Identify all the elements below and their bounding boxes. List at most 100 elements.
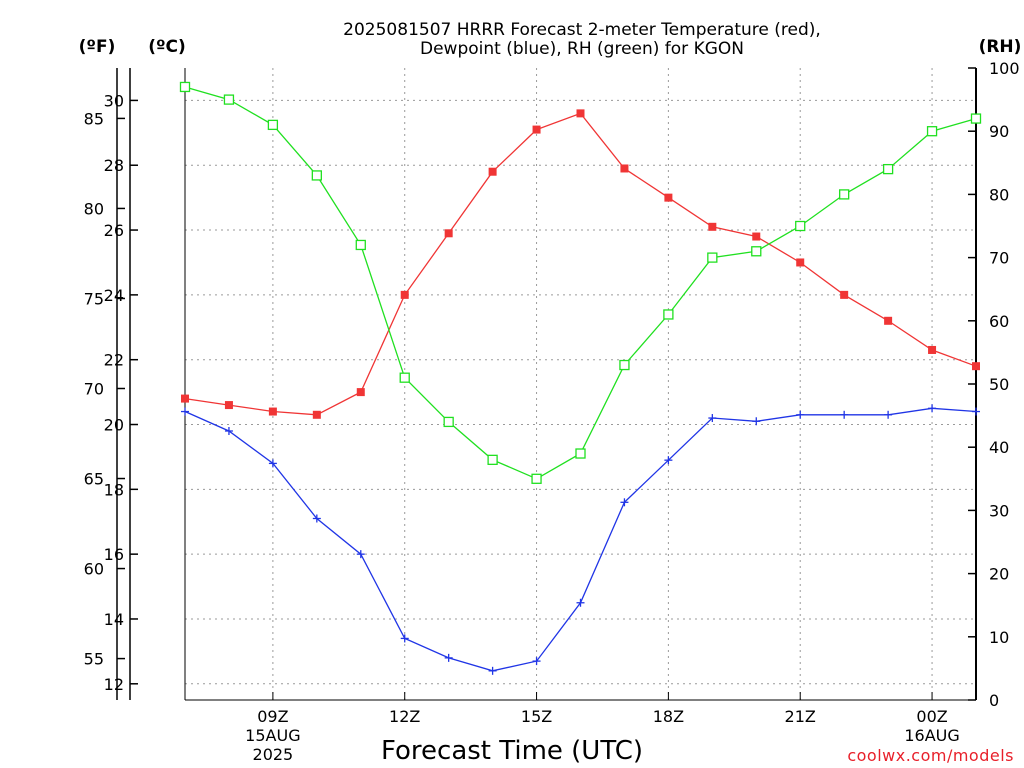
dewpoint-marker: [181, 407, 189, 416]
rh-marker: [707, 252, 718, 263]
temperature-marker: [312, 410, 321, 419]
temperature-marker: [796, 258, 805, 267]
celsius-unit-label: (ºC): [148, 37, 186, 57]
dewpoint-marker: [532, 657, 541, 666]
celsius-tick-label: 14: [104, 610, 124, 629]
x-tick-label: 00Z: [916, 707, 947, 726]
temperature-marker: [444, 229, 453, 238]
temperature-marker: [181, 394, 189, 403]
rh-marker: [355, 239, 366, 251]
dewpoint-marker: [444, 653, 453, 662]
rh-marker: [575, 448, 586, 459]
x-tick-date-label: 15AUG: [245, 726, 300, 745]
rh-marker: [223, 94, 235, 105]
rh-marker: [443, 416, 454, 428]
fahrenheit-tick-label: 70: [84, 380, 104, 399]
rh-marker: [531, 473, 542, 484]
temperature-marker: [488, 167, 497, 176]
x-tick-label: 12Z: [389, 707, 420, 726]
x-tick-year-label: 2025: [253, 745, 294, 764]
x-tick-label: 15Z: [521, 707, 552, 726]
rh-tick-label: 20: [989, 565, 1009, 584]
rh-marker: [487, 454, 498, 465]
rh-tick-label: 60: [989, 312, 1009, 331]
dewpoint-marker: [576, 598, 585, 607]
rh-tick-label: 40: [989, 438, 1009, 457]
data-series: [179, 81, 982, 675]
chart-title-line1: 2025081507 HRRR Forecast 2-meter Tempera…: [343, 20, 821, 40]
temperature-marker: [576, 109, 585, 118]
fahrenheit-tick-label: 55: [84, 650, 104, 669]
dewpoint-marker: [840, 410, 849, 419]
fahrenheit-tick-label: 85: [84, 109, 104, 128]
rh-marker: [267, 119, 279, 131]
x-tick-date-label: 16AUG: [904, 726, 959, 745]
dewpoint-marker: [884, 410, 893, 419]
celsius-tick-label: 20: [104, 416, 124, 435]
temperature-marker: [884, 316, 893, 325]
x-tick-label: 18Z: [653, 707, 684, 726]
dewpoint-series-line: [184, 407, 977, 672]
rh-marker: [795, 220, 806, 232]
celsius-tick-label: 26: [104, 221, 124, 240]
temperature-series-line: [184, 112, 977, 416]
dewpoint-marker: [400, 634, 409, 643]
dewpoint-marker: [664, 456, 673, 465]
rh-tick-label: 10: [989, 628, 1009, 647]
rh-marker: [663, 309, 674, 320]
fahrenheit-unit-label: (ºF): [79, 37, 116, 57]
dewpoint-marker: [796, 410, 805, 419]
dewpoint-marker: [268, 459, 277, 468]
rh-tick-label: 70: [989, 249, 1009, 268]
rh-tick-label: 100: [989, 59, 1020, 78]
dewpoint-marker: [620, 498, 629, 507]
rh-unit-label: (RH): [979, 37, 1022, 57]
temperature-marker: [356, 388, 365, 397]
rh-tick-label: 80: [989, 185, 1009, 204]
rh-series-line: [184, 86, 977, 480]
temperature-marker: [224, 401, 233, 410]
rh-tick-label: 0: [989, 691, 999, 710]
temperature-marker: [268, 407, 277, 416]
x-tick-label: 21Z: [785, 707, 816, 726]
celsius-tick-label: 30: [104, 91, 124, 110]
temperature-marker: [664, 193, 673, 202]
x-axis-label: Forecast Time (UTC): [381, 736, 643, 766]
rh-marker: [311, 170, 322, 181]
fahrenheit-tick-label: 75: [84, 289, 104, 308]
temperature-marker: [928, 345, 937, 354]
rh-tick-label: 50: [989, 375, 1009, 394]
fahrenheit-tick-label: 60: [84, 560, 104, 579]
rh-tick-label: 30: [989, 501, 1009, 520]
rh-marker: [970, 113, 982, 124]
dewpoint-marker: [752, 417, 761, 426]
temperature-marker: [972, 362, 980, 371]
fahrenheit-tick-label: 80: [84, 199, 104, 218]
rh-marker: [882, 163, 894, 175]
dewpoint-marker: [972, 407, 980, 416]
dewpoint-marker: [356, 550, 365, 559]
dewpoint-marker: [224, 426, 233, 435]
rh-marker: [399, 372, 410, 383]
dewpoint-marker: [708, 414, 717, 423]
temperature-marker: [532, 125, 541, 134]
temperature-marker: [620, 164, 629, 173]
credit-text: coolwx.com/models: [847, 746, 1014, 765]
celsius-tick-label: 24: [104, 286, 124, 305]
celsius-tick-label: 22: [104, 351, 124, 370]
rh-marker: [751, 246, 762, 257]
dewpoint-marker: [488, 666, 497, 675]
fahrenheit-tick-label: 65: [84, 470, 104, 489]
celsius-tick-label: 16: [104, 545, 124, 564]
x-tick-label: 09Z: [257, 707, 288, 726]
temperature-marker: [400, 290, 409, 299]
celsius-tick-label: 18: [104, 480, 124, 499]
dewpoint-marker: [312, 514, 321, 523]
temperature-marker: [752, 232, 761, 241]
rh-marker: [839, 189, 850, 200]
chart-title-line2: Dewpoint (blue), RH (green) for KGON: [420, 39, 744, 59]
dewpoint-marker: [928, 404, 937, 413]
celsius-tick-label: 12: [104, 675, 124, 694]
